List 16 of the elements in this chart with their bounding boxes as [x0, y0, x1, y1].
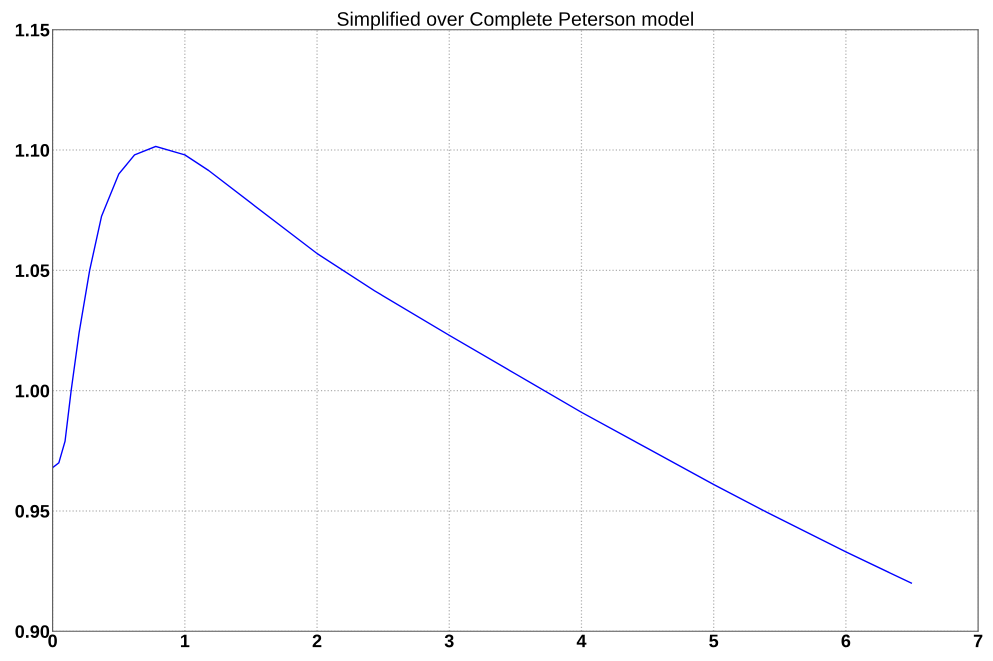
y-tick-label: 1.05	[16, 264, 50, 278]
x-tick-label: 0	[48, 634, 57, 648]
x-tick-label: 5	[709, 634, 718, 648]
chart-title: Simplified over Complete Peterson model	[337, 12, 693, 30]
y-tick-label: 1.15	[16, 24, 50, 36]
y-tick-label: 0.90	[15, 625, 50, 638]
x-tick-label: 6	[842, 634, 850, 648]
x-tick-label: 7	[974, 634, 982, 648]
x-tick-label: 1	[180, 634, 190, 648]
y-tick-label: 1.00	[16, 384, 50, 398]
x-tick-label: 2	[312, 634, 322, 648]
y-tick-label: 1.10	[16, 144, 50, 157]
x-tick-label: 3	[444, 634, 454, 648]
y-tick-label: 0.95	[15, 504, 50, 518]
x-tick-label: 4	[576, 634, 586, 648]
line-series	[52, 146, 912, 584]
